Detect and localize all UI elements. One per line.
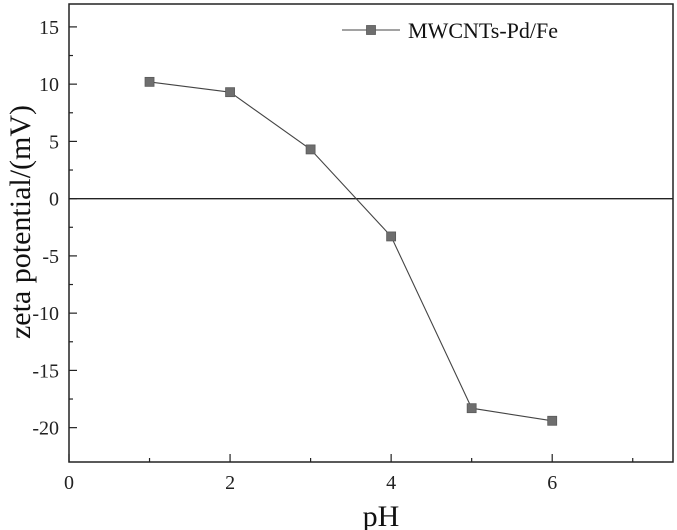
y-tick-label: 15 (39, 17, 59, 39)
y-tick-label: 10 (39, 74, 59, 96)
data-point (144, 76, 155, 87)
y-tick-label: -15 (32, 360, 59, 382)
axis-tick-labels: 0 2 4 6 15 10 5 0 -5 -10 -15 -20 (32, 17, 557, 494)
x-tick-label: 4 (386, 472, 396, 494)
legend-label: MWCNTs-Pd/Fe (408, 18, 558, 43)
data-point (386, 231, 397, 242)
y-tick-label: 0 (49, 189, 59, 211)
x-axis-title: pH (363, 500, 400, 530)
data-point (305, 144, 316, 155)
data-point (466, 403, 477, 414)
data-point (547, 415, 558, 426)
legend: MWCNTs-Pd/Fe (342, 18, 558, 43)
axis-ticks (68, 26, 634, 462)
y-axis-title: zeta potential/(mV) (4, 105, 37, 339)
x-tick-label: 0 (64, 472, 74, 494)
legend-marker (366, 25, 376, 35)
y-tick-label: -10 (32, 303, 59, 325)
data-point (225, 87, 235, 98)
x-tick-label: 2 (225, 472, 235, 494)
y-tick-label: -20 (32, 418, 59, 440)
y-tick-label: 5 (49, 131, 59, 153)
series-layer (144, 76, 558, 426)
x-tick-label: 6 (547, 472, 557, 494)
plot-frame (68, 3, 674, 463)
series-line (149, 81, 553, 422)
y-tick-label: -5 (42, 246, 59, 268)
